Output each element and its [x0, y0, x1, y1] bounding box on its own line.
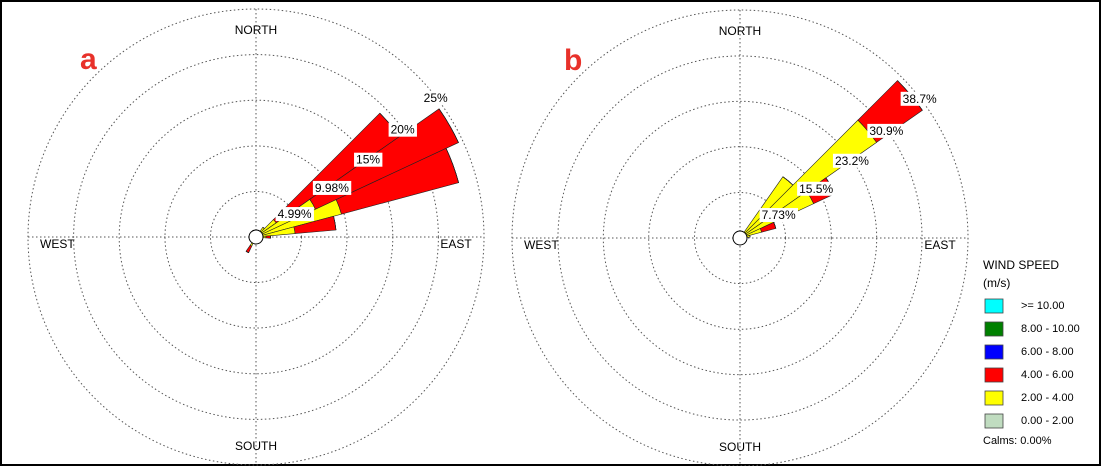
legend-swatch: [984, 367, 1004, 383]
legend-swatch: [984, 413, 1004, 429]
legend-label: 2.00 - 4.00: [1021, 392, 1074, 404]
wind-segment: [897, 80, 923, 111]
legend-swatch: [984, 321, 1004, 337]
ring-label-bg: [354, 152, 383, 167]
legend-title: WIND SPEED: [983, 258, 1059, 272]
ring-label: 38.7%: [903, 92, 937, 106]
ring-label: 15.5%: [799, 182, 833, 196]
direction-label: EAST: [924, 238, 956, 252]
ring: [27, 8, 485, 466]
ring-label: 4.99%: [278, 207, 312, 221]
ring-label: 7.73%: [762, 208, 796, 222]
direction-label: WEST: [40, 237, 75, 251]
ring-label-bg: [797, 181, 836, 196]
ring: [602, 100, 878, 376]
wind-segment: [265, 235, 271, 239]
legend-subtitle: (m/s): [983, 276, 1010, 290]
legend-swatch: [984, 298, 1004, 314]
ring-label: 30.9%: [869, 124, 903, 138]
legend-label: 6.00 - 8.00: [1021, 346, 1074, 358]
direction-label: SOUTH: [235, 439, 277, 453]
wind-segment: [445, 148, 459, 183]
legend-swatch: [984, 344, 1004, 360]
direction-label: EAST: [440, 237, 472, 251]
ring-label-bg: [867, 123, 906, 138]
ring-label-bg: [900, 91, 940, 106]
calms-label: Calms: 0.00%: [983, 435, 1052, 447]
panel-label: b: [564, 44, 582, 77]
wind-segment: [333, 216, 337, 231]
ring: [557, 55, 923, 421]
ring-label: 20%: [391, 123, 415, 137]
ring-label-bg: [759, 208, 798, 223]
direction-label: NORTH: [719, 24, 761, 38]
panel-label: a: [80, 43, 97, 76]
legend-swatch: [984, 390, 1004, 406]
ring: [164, 145, 348, 329]
ring-label: 25%: [424, 91, 448, 105]
legend-label: 8.00 - 10.00: [1021, 323, 1080, 335]
calm-circle: [248, 229, 264, 245]
ring-label-bg: [312, 180, 352, 195]
direction-label: SOUTH: [719, 440, 761, 454]
wind-segment: [438, 108, 459, 143]
ring: [118, 99, 394, 375]
ring: [648, 146, 832, 330]
ring-label: 23.2%: [835, 154, 869, 168]
legend-label: 0.00 - 2.00: [1021, 415, 1074, 427]
ring-label-bg: [388, 122, 417, 137]
direction-label: NORTH: [235, 23, 277, 37]
ring-label: 9.98%: [315, 181, 349, 195]
ring: [209, 190, 303, 284]
calm-circle: [732, 230, 748, 246]
ring-label-bg: [275, 207, 314, 222]
legend-label: 4.00 - 6.00: [1021, 369, 1074, 381]
ring: [73, 54, 439, 420]
ring-label: 15%: [356, 153, 380, 167]
ring: [693, 191, 787, 285]
ring-label-bg: [832, 153, 872, 168]
direction-label: WEST: [524, 238, 559, 252]
legend-label: >= 10.00: [1021, 300, 1064, 312]
ring-label-bg: [421, 90, 450, 105]
ring: [511, 9, 969, 466]
